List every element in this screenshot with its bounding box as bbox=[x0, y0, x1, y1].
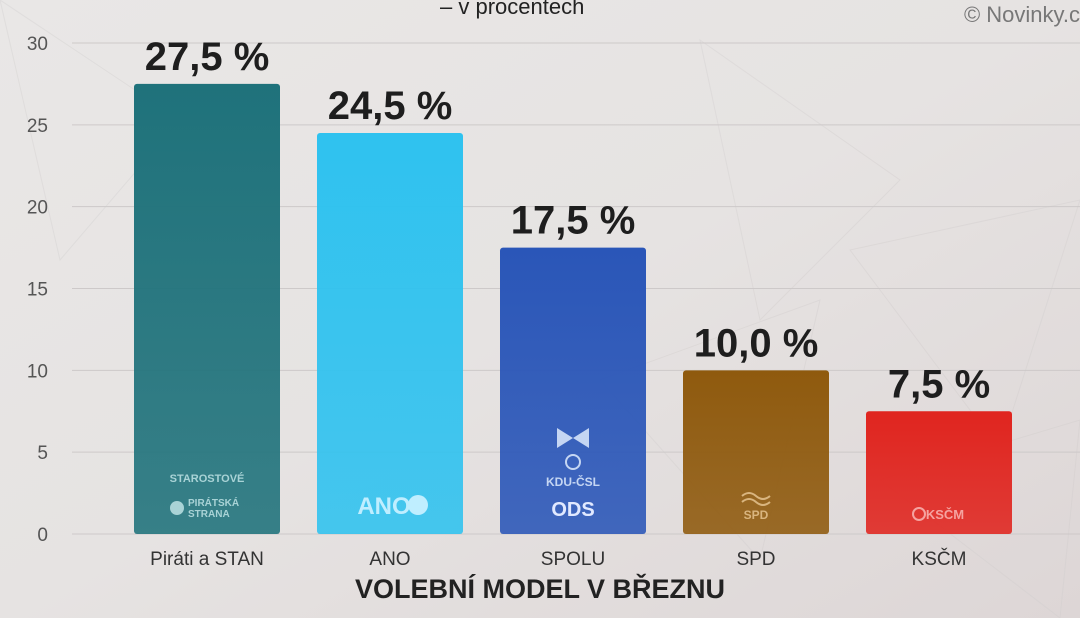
y-tick-label: 20 bbox=[27, 198, 48, 219]
bar bbox=[866, 411, 1012, 534]
y-tick-label: 30 bbox=[27, 34, 48, 55]
ano-logo-icon bbox=[408, 495, 428, 515]
data-label: 27,5 % bbox=[145, 35, 270, 79]
pirate-logo-icon bbox=[170, 501, 184, 515]
data-label: 7,5 % bbox=[888, 362, 990, 406]
x-tick-label: SPD bbox=[736, 549, 775, 570]
x-tick-label: SPOLU bbox=[541, 549, 605, 570]
chart-subtitle: – v procentech bbox=[440, 0, 585, 19]
x-tick-label: Piráti a STAN bbox=[150, 549, 264, 570]
kdu-logo-icon bbox=[557, 428, 589, 448]
logo-text: STRANA bbox=[188, 509, 230, 520]
x-tick-label: KSČM bbox=[912, 548, 967, 570]
source-credit: © Novinky.c bbox=[963, 2, 1080, 27]
data-label: 10,0 % bbox=[694, 321, 819, 365]
logo-text: SPD bbox=[744, 508, 769, 522]
y-tick-label: 0 bbox=[37, 525, 48, 546]
data-label: 17,5 % bbox=[511, 199, 636, 243]
x-axis-title: VOLEBNÍ MODEL V BŘEZNU bbox=[354, 574, 726, 604]
logo-text: KSČM bbox=[926, 507, 964, 522]
kscm-logo-icon bbox=[912, 507, 926, 521]
logo-text: ODS bbox=[551, 499, 594, 521]
y-tick-label: 25 bbox=[27, 116, 48, 137]
bar bbox=[500, 247, 646, 535]
logo-text: PIRÁTSKÁ bbox=[188, 496, 239, 509]
bar bbox=[317, 133, 463, 534]
bar bbox=[134, 83, 280, 535]
bar bbox=[683, 370, 829, 534]
y-tick-label: 15 bbox=[27, 280, 48, 301]
y-tick-label: 5 bbox=[37, 443, 48, 464]
x-tick-label: ANO bbox=[369, 549, 410, 570]
data-label: 24,5 % bbox=[328, 84, 453, 128]
y-tick-label: 10 bbox=[27, 361, 48, 382]
logo-text: ANO bbox=[357, 493, 410, 520]
kdu-emblem-icon bbox=[565, 454, 581, 470]
logo-text: KDU-ČSL bbox=[546, 474, 600, 489]
spd-logo-icon bbox=[741, 492, 771, 506]
logo-text: STAROSTOVÉ bbox=[170, 472, 245, 485]
